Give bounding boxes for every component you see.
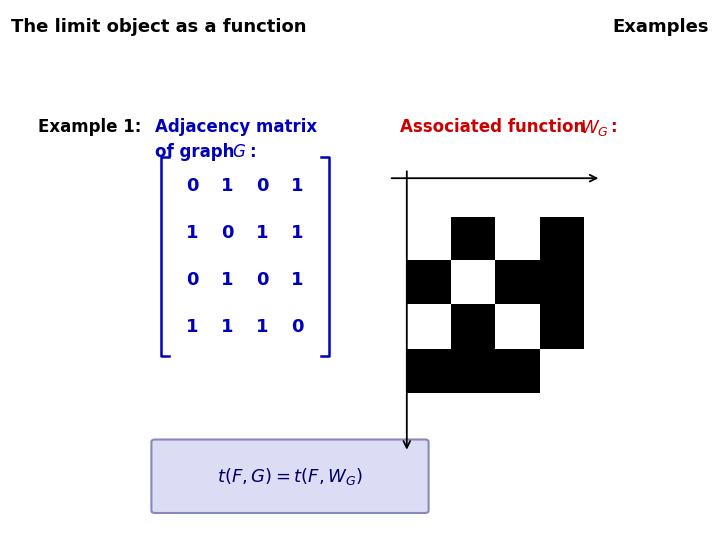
Text: 1: 1: [221, 271, 234, 289]
Text: 1: 1: [186, 224, 199, 242]
Text: 0: 0: [221, 224, 234, 242]
Text: 0: 0: [256, 271, 269, 289]
Text: Adjacency matrix: Adjacency matrix: [155, 118, 317, 136]
Text: 1: 1: [256, 318, 269, 336]
Text: 1: 1: [221, 318, 234, 336]
Text: 0: 0: [186, 177, 199, 195]
Text: $t(F,G)=t(F,W_G)$: $t(F,G)=t(F,W_G)$: [217, 465, 363, 487]
Text: 0: 0: [256, 177, 269, 195]
Text: $\mathit{G}$: $\mathit{G}$: [232, 143, 246, 161]
Text: 1: 1: [292, 271, 304, 289]
Text: :: :: [249, 143, 256, 161]
Text: The limit object as a function: The limit object as a function: [11, 18, 306, 36]
Text: 1: 1: [292, 224, 304, 242]
Text: 1: 1: [256, 224, 269, 242]
Text: :: :: [610, 118, 616, 136]
FancyBboxPatch shape: [151, 440, 428, 513]
Text: Examples: Examples: [613, 18, 709, 36]
Text: Example 1:: Example 1:: [38, 118, 141, 136]
Text: 1: 1: [186, 318, 199, 336]
Text: 0: 0: [186, 271, 199, 289]
Text: 1: 1: [221, 177, 234, 195]
Text: Associated function: Associated function: [400, 118, 591, 136]
Text: $\mathit{W}_{\mathit{G}}$: $\mathit{W}_{\mathit{G}}$: [580, 118, 609, 138]
Text: 0: 0: [292, 318, 304, 336]
Text: 1: 1: [292, 177, 304, 195]
Text: of graph: of graph: [155, 143, 240, 161]
